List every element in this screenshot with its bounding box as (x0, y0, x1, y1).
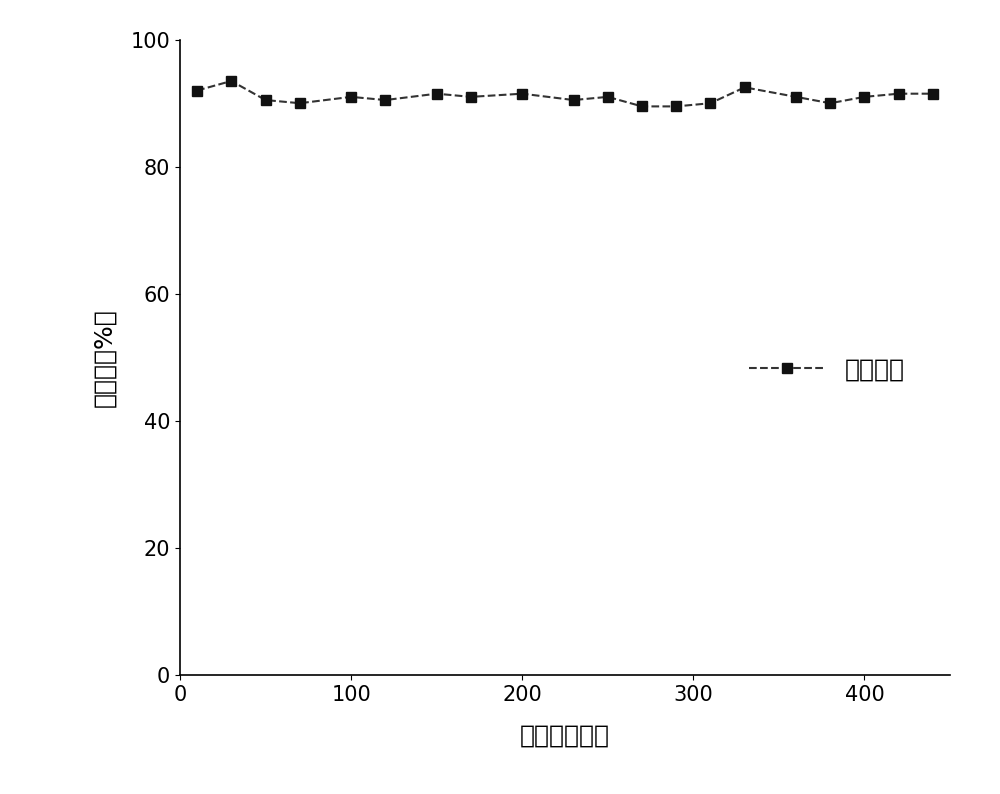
实施例三 (602, 92, 614, 102)
实施例三 (790, 92, 802, 102)
实施例三 (893, 89, 905, 98)
实施例三 (465, 92, 477, 102)
实施例三 (568, 95, 580, 105)
Line: 实施例三: 实施例三 (192, 76, 938, 111)
实施例三 (225, 76, 237, 86)
实施例三 (379, 95, 391, 105)
实施例三 (345, 92, 357, 102)
实施例三 (294, 98, 306, 108)
Legend: 实施例三: 实施例三 (739, 348, 914, 392)
实施例三 (431, 89, 443, 98)
实施例三 (739, 83, 751, 92)
实施例三 (516, 89, 528, 98)
Y-axis label: 转化率（%）: 转化率（%） (93, 308, 117, 407)
实施例三 (260, 95, 272, 105)
实施例三 (927, 89, 939, 98)
实施例三 (191, 86, 203, 95)
实施例三 (858, 92, 870, 102)
实施例三 (704, 98, 716, 108)
实施例三 (636, 102, 648, 111)
实施例三 (670, 102, 682, 111)
实施例三 (824, 98, 836, 108)
X-axis label: 时间（小时）: 时间（小时） (520, 724, 610, 748)
